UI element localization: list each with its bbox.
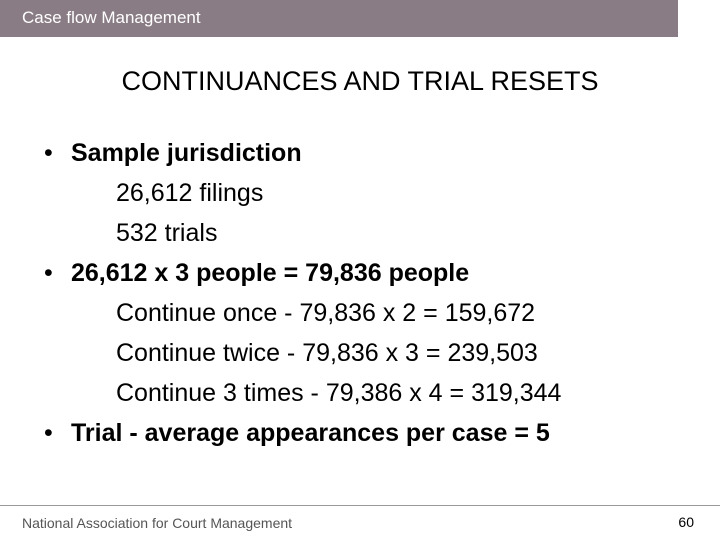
sub-item: Continue 3 times - 79,386 x 4 = 319,344 <box>116 379 562 407</box>
bullet-dot: • <box>44 139 53 167</box>
bullet-dot: • <box>44 259 53 287</box>
bullet-text: 26,612 x 3 people = 79,836 people <box>71 259 470 287</box>
header-label: Case flow Management <box>22 8 201 27</box>
bullet-item: • 26,612 x 3 people = 79,836 people <box>44 253 469 293</box>
header-bar: Case flow Management <box>0 0 678 37</box>
sub-item: 532 trials <box>116 219 218 247</box>
sub-item: 26,612 filings <box>116 179 264 207</box>
bullet-item: • Trial - average appearances per case = … <box>44 413 550 453</box>
page-number: 60 <box>678 514 694 530</box>
footer-divider <box>0 505 720 506</box>
footer-organization: National Association for Court Managemen… <box>22 515 293 531</box>
bullet-dot: • <box>44 419 53 447</box>
sub-item: Continue once - 79,836 x 2 = 159,672 <box>116 299 536 327</box>
sub-item: Continue twice - 79,836 x 3 = 239,503 <box>116 339 538 367</box>
bullet-text: Sample jurisdiction <box>71 139 302 167</box>
bullet-item: • Sample jurisdiction <box>44 133 302 173</box>
bullet-text: Trial - average appearances per case = 5 <box>71 419 550 447</box>
slide-title: CONTINUANCES AND TRIAL RESETS <box>121 66 599 96</box>
